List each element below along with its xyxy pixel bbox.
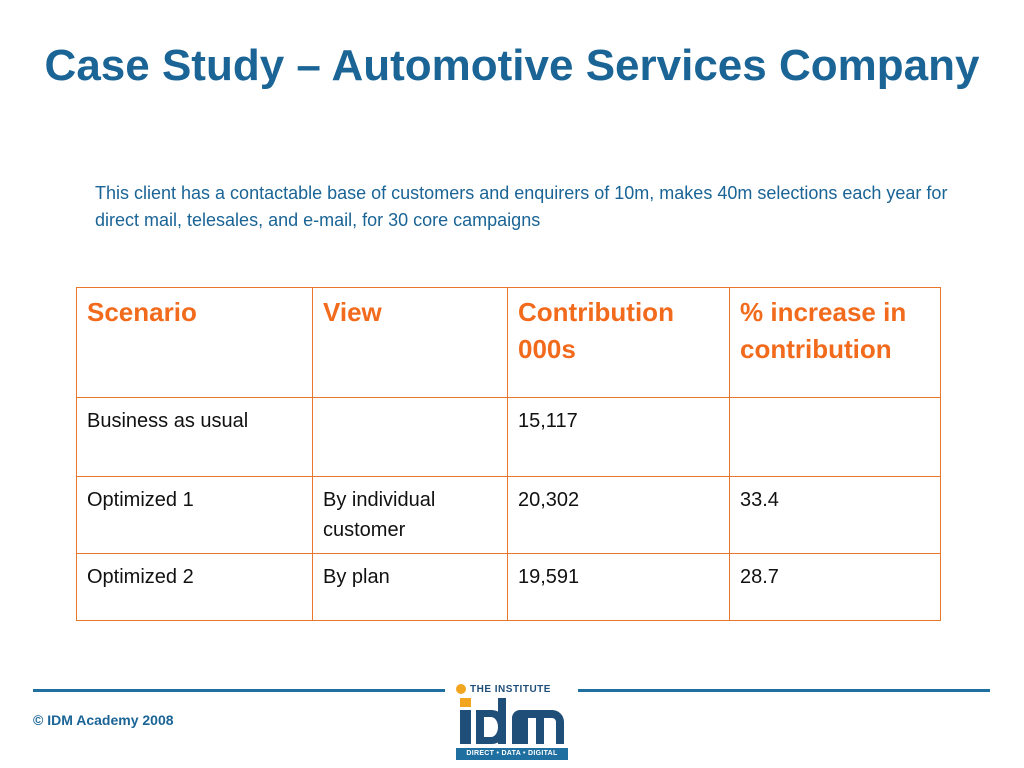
logo-dot-icon	[456, 684, 466, 694]
header-view: View	[312, 287, 508, 398]
cell-view	[312, 397, 508, 477]
cell-contribution: 15,117	[507, 397, 730, 477]
header-contribution: Contribution 000s	[507, 287, 730, 398]
idm-wordmark-icon	[460, 698, 564, 744]
logo-tagline: DIRECT • DATA • DIGITAL	[456, 748, 568, 760]
scenario-table: Scenario View Contribution 000s % increa…	[76, 287, 941, 621]
slide-subtitle: This client has a contactable base of cu…	[95, 183, 948, 230]
header-percent-increase: % increase in contribution	[729, 287, 941, 398]
header-scenario: Scenario	[76, 287, 313, 398]
table-row: Business as usual 15,117	[76, 397, 941, 477]
footer-divider-left	[33, 689, 445, 692]
logo-institute-text: THE INSTITUTE	[470, 683, 551, 695]
cell-percent-increase: 33.4	[729, 476, 941, 554]
idm-logo: THE INSTITUTE DIRECT • DATA • DIGITAL	[452, 680, 572, 764]
slide-title: Case Study – Automotive Services Company	[44, 41, 980, 90]
table-row: Optimized 2 By plan 19,591 28.7	[76, 553, 941, 621]
cell-scenario: Optimized 2	[76, 553, 313, 621]
copyright-notice: © IDM Academy 2008	[33, 712, 174, 728]
cell-percent-increase	[729, 397, 941, 477]
cell-view: By individual customer	[312, 476, 508, 554]
logo-header: THE INSTITUTE	[452, 682, 572, 696]
table-header-row: Scenario View Contribution 000s % increa…	[76, 287, 941, 398]
cell-percent-increase: 28.7	[729, 553, 941, 621]
cell-scenario: Optimized 1	[76, 476, 313, 554]
cell-scenario: Business as usual	[76, 397, 313, 477]
footer-divider-right	[578, 689, 990, 692]
cell-contribution: 20,302	[507, 476, 730, 554]
table-row: Optimized 1 By individual customer 20,30…	[76, 476, 941, 554]
cell-contribution: 19,591	[507, 553, 730, 621]
cell-view: By plan	[312, 553, 508, 621]
